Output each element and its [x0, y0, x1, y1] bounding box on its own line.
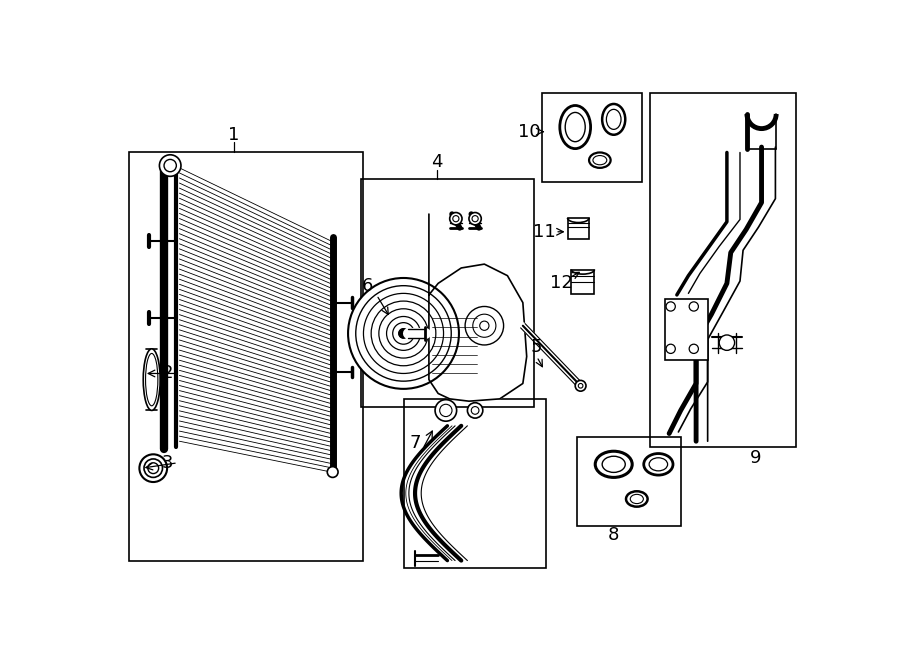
Circle shape — [666, 344, 675, 354]
Circle shape — [364, 293, 444, 373]
Circle shape — [689, 344, 698, 354]
Circle shape — [387, 317, 420, 350]
Circle shape — [575, 380, 586, 391]
Circle shape — [480, 321, 489, 330]
Ellipse shape — [602, 104, 626, 135]
Text: 2: 2 — [161, 364, 173, 383]
Circle shape — [392, 323, 414, 344]
Bar — [665, 299, 707, 360]
Circle shape — [148, 463, 158, 473]
Bar — [403, 399, 546, 568]
Bar — [650, 93, 796, 447]
Circle shape — [140, 454, 167, 482]
Circle shape — [348, 278, 459, 389]
Bar — [361, 179, 535, 407]
Circle shape — [472, 215, 478, 222]
Circle shape — [719, 335, 734, 350]
Circle shape — [440, 405, 452, 416]
Circle shape — [579, 383, 583, 388]
Circle shape — [356, 286, 451, 381]
Text: 3: 3 — [161, 454, 173, 472]
Circle shape — [371, 301, 436, 366]
Text: 8: 8 — [608, 526, 619, 544]
Circle shape — [435, 400, 456, 421]
Text: 1: 1 — [229, 126, 239, 143]
Bar — [577, 438, 680, 526]
Circle shape — [469, 213, 482, 225]
Circle shape — [159, 155, 181, 176]
Circle shape — [164, 159, 176, 172]
Circle shape — [467, 403, 482, 418]
Ellipse shape — [593, 155, 607, 165]
Text: 11: 11 — [533, 223, 556, 241]
Ellipse shape — [630, 494, 644, 504]
Ellipse shape — [146, 354, 158, 406]
Circle shape — [328, 467, 338, 477]
Bar — [568, 218, 590, 239]
Circle shape — [399, 329, 408, 338]
Text: 9: 9 — [750, 449, 761, 467]
Text: 4: 4 — [431, 153, 443, 171]
Circle shape — [666, 302, 675, 311]
Polygon shape — [429, 214, 526, 401]
Circle shape — [472, 314, 496, 337]
Bar — [572, 270, 595, 294]
Circle shape — [472, 407, 479, 414]
Ellipse shape — [649, 458, 668, 471]
Ellipse shape — [143, 349, 160, 410]
Circle shape — [689, 302, 698, 311]
Ellipse shape — [590, 153, 610, 168]
Circle shape — [465, 307, 504, 345]
Bar — [542, 93, 643, 182]
Ellipse shape — [607, 109, 621, 130]
Circle shape — [144, 459, 163, 477]
Ellipse shape — [602, 456, 626, 473]
Text: 7: 7 — [410, 434, 421, 451]
Text: 12: 12 — [550, 274, 572, 292]
Circle shape — [453, 215, 459, 222]
Ellipse shape — [595, 451, 632, 477]
Circle shape — [399, 329, 408, 338]
Text: 5: 5 — [531, 338, 543, 356]
Circle shape — [379, 309, 428, 358]
Ellipse shape — [644, 453, 673, 475]
Circle shape — [450, 213, 462, 225]
Text: 6: 6 — [362, 277, 373, 295]
Ellipse shape — [560, 106, 590, 149]
Ellipse shape — [626, 491, 648, 507]
Text: 10: 10 — [518, 123, 540, 141]
Bar — [129, 153, 364, 561]
Ellipse shape — [565, 112, 585, 141]
